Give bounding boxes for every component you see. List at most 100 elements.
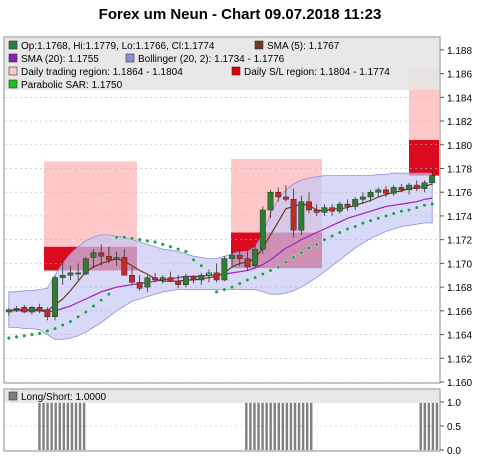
legend-item: Bollinger (20, 2): 1.1734 - 1.1776 bbox=[125, 53, 285, 65]
sar-point bbox=[53, 326, 58, 331]
long-short-bar bbox=[435, 402, 439, 450]
long-short-bar bbox=[54, 402, 57, 450]
candle bbox=[182, 274, 189, 288]
candle-body bbox=[13, 308, 20, 310]
candle-body bbox=[359, 196, 366, 200]
candle-body bbox=[221, 258, 228, 281]
candle bbox=[198, 272, 205, 285]
sar-point bbox=[91, 304, 96, 309]
y-tick-label: 1.162 bbox=[447, 354, 472, 365]
candle-body bbox=[306, 201, 312, 211]
sar-point bbox=[268, 268, 273, 273]
candle-body bbox=[182, 276, 189, 285]
candle bbox=[221, 256, 228, 282]
y-tick-label: 1.170 bbox=[447, 259, 472, 270]
sar-point bbox=[122, 235, 127, 240]
long-short-bar bbox=[277, 402, 281, 450]
candle-body bbox=[259, 209, 266, 250]
sar-point bbox=[291, 255, 296, 260]
long-short-bar bbox=[62, 402, 66, 450]
candle bbox=[82, 257, 89, 276]
long-short-bar bbox=[38, 402, 41, 450]
sar-point bbox=[60, 323, 65, 328]
candle bbox=[244, 251, 251, 271]
candle-body bbox=[21, 307, 28, 313]
candle-body bbox=[213, 272, 220, 281]
candle-body bbox=[413, 184, 420, 189]
candle bbox=[59, 261, 66, 285]
candle-body bbox=[282, 196, 289, 200]
candle bbox=[75, 263, 82, 280]
candle-body bbox=[52, 277, 58, 318]
sar-point bbox=[322, 237, 327, 242]
sar-point bbox=[260, 272, 265, 277]
candle bbox=[367, 189, 374, 202]
candle bbox=[90, 249, 97, 269]
sar-point bbox=[214, 289, 219, 294]
y-tick-label: 0.5 bbox=[447, 422, 461, 433]
candle bbox=[375, 187, 382, 197]
legend-swatch bbox=[254, 40, 264, 50]
long-short-bar bbox=[66, 402, 70, 450]
long-short-bar bbox=[419, 402, 422, 450]
sar-point bbox=[307, 245, 312, 250]
candle-body bbox=[321, 207, 328, 213]
sar-point bbox=[176, 247, 181, 252]
long-short-bar bbox=[273, 402, 276, 450]
candle-body bbox=[252, 248, 259, 267]
candle-body bbox=[398, 187, 405, 191]
candle-body bbox=[144, 277, 151, 288]
candle-body bbox=[383, 189, 389, 194]
candle bbox=[152, 272, 159, 283]
candle bbox=[144, 275, 151, 292]
sar-point bbox=[29, 332, 34, 337]
sar-point bbox=[414, 205, 419, 210]
candle bbox=[344, 199, 351, 212]
sar-point bbox=[222, 287, 227, 292]
candle bbox=[229, 249, 235, 266]
long-short-bar bbox=[58, 402, 61, 450]
daily-trading-region-0 bbox=[44, 161, 137, 247]
legend-swatch bbox=[231, 66, 241, 76]
candle-body bbox=[167, 277, 174, 282]
bollinger-band bbox=[8, 172, 433, 340]
long-short-bar bbox=[285, 402, 289, 450]
sar-point bbox=[76, 314, 81, 319]
candle-body bbox=[105, 256, 112, 261]
candle-body bbox=[129, 274, 135, 283]
sar-point bbox=[183, 249, 188, 254]
y-tick-label: 1.174 bbox=[447, 212, 472, 223]
legend-label: SMA (5): 1.1767 bbox=[267, 41, 340, 52]
candle bbox=[329, 204, 336, 216]
long-short-bar bbox=[289, 402, 293, 450]
y-tick-label: 1.166 bbox=[447, 307, 472, 318]
sar-point bbox=[68, 319, 73, 324]
sar-point bbox=[245, 277, 250, 282]
long-short-bar bbox=[249, 402, 252, 450]
legend-swatch bbox=[8, 391, 18, 401]
sar-point bbox=[360, 221, 365, 226]
candle-body bbox=[375, 189, 382, 193]
long-short-bar bbox=[50, 402, 53, 450]
lower-legend: Long/Short: 1.0000 bbox=[5, 390, 439, 403]
sar-point bbox=[137, 237, 142, 242]
candle-body bbox=[36, 307, 43, 312]
main-plot-content bbox=[5, 49, 439, 382]
candle bbox=[429, 169, 436, 186]
long-short-bar bbox=[245, 402, 248, 450]
sar-point bbox=[114, 235, 119, 240]
y-tick-label: 0.0 bbox=[447, 446, 461, 457]
candle-body bbox=[344, 203, 351, 207]
candle bbox=[236, 249, 243, 266]
candle bbox=[52, 275, 58, 321]
candle bbox=[252, 245, 259, 269]
long-short-bar bbox=[269, 402, 272, 450]
sar-point bbox=[253, 275, 258, 280]
candle bbox=[67, 265, 74, 280]
candle-body bbox=[190, 276, 197, 281]
candle-body bbox=[329, 207, 336, 212]
daily-sl-region-2 bbox=[409, 140, 439, 176]
candle bbox=[336, 201, 343, 214]
y-tick-label: 1.172 bbox=[447, 236, 472, 247]
candle-body bbox=[28, 307, 35, 313]
